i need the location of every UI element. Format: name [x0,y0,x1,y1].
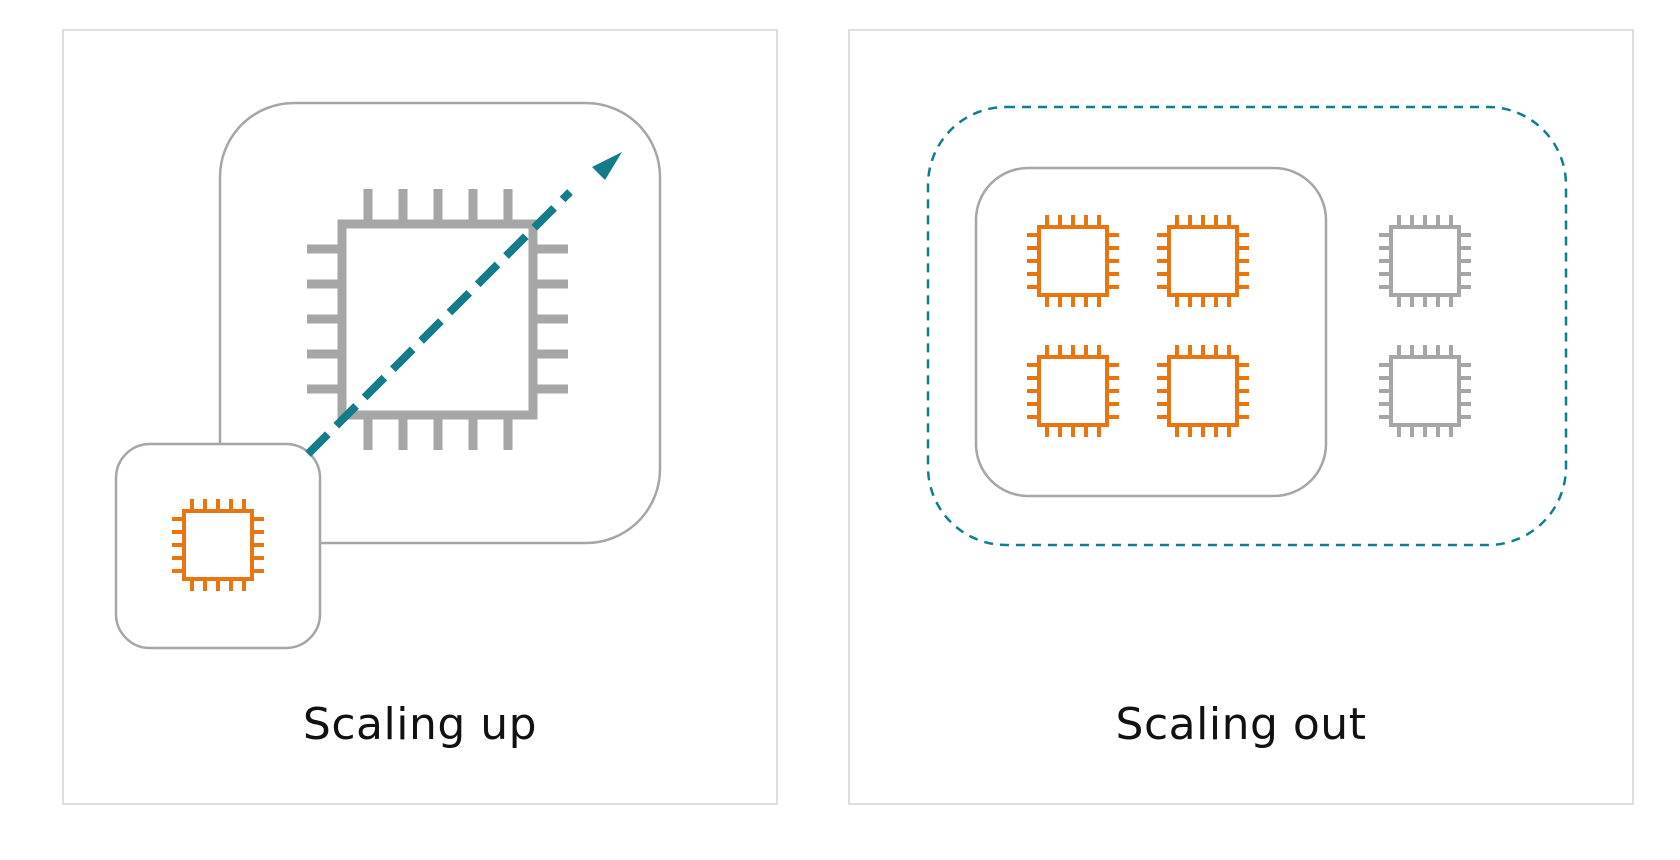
diagonal-arrow-icon [305,152,622,457]
scaling-out-caption: Scaling out [1115,699,1367,750]
scaling-up-caption: Scaling up [302,699,538,750]
large-cpu-chip-icon [307,189,568,450]
scaling-up-panel: Scaling up [62,29,778,805]
inactive-cpu-chip-icon [1377,343,1473,439]
active-instances-container [974,166,1328,498]
inactive-cpu-chip-icon [1377,213,1473,309]
scaling-out-illustration [926,105,1568,547]
small-cpu-chip-icon [172,499,264,591]
small-instance-container [114,442,322,650]
scaling-up-illustration [114,101,662,650]
scaling-out-panel: Scaling out [848,29,1634,805]
scaling-group-boundary [926,105,1568,547]
